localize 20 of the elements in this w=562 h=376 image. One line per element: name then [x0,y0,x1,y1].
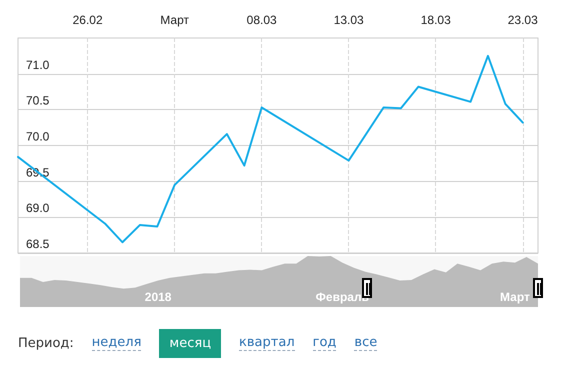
text: Период: [18,336,74,350]
x-tick-label: 26.02 [72,13,103,27]
x-tick-label: Февраль [316,290,369,304]
x-tick-label: 18.03 [420,13,452,27]
text: все [354,335,378,351]
y-tick-label: 69.0 [26,201,50,216]
x-tick-label: 13.03 [334,13,364,27]
x-tick-label: Март [160,13,190,27]
text: год [312,335,336,351]
x-tick-label: 08.03 [246,13,278,27]
y-tick-label: 68.5 [26,237,50,251]
y-tick-label: 70.5 [26,94,50,108]
text: неделя [92,335,142,351]
text: месяц [159,328,222,358]
y-tick-label: 70.0 [26,130,50,144]
x-tick-label: 23.03 [508,13,538,27]
text: квартал [239,335,295,351]
x-tick-label: Март [500,290,530,304]
y-tick-label: 71.0 [26,58,50,72]
x-tick-label: 2018 [144,290,172,304]
